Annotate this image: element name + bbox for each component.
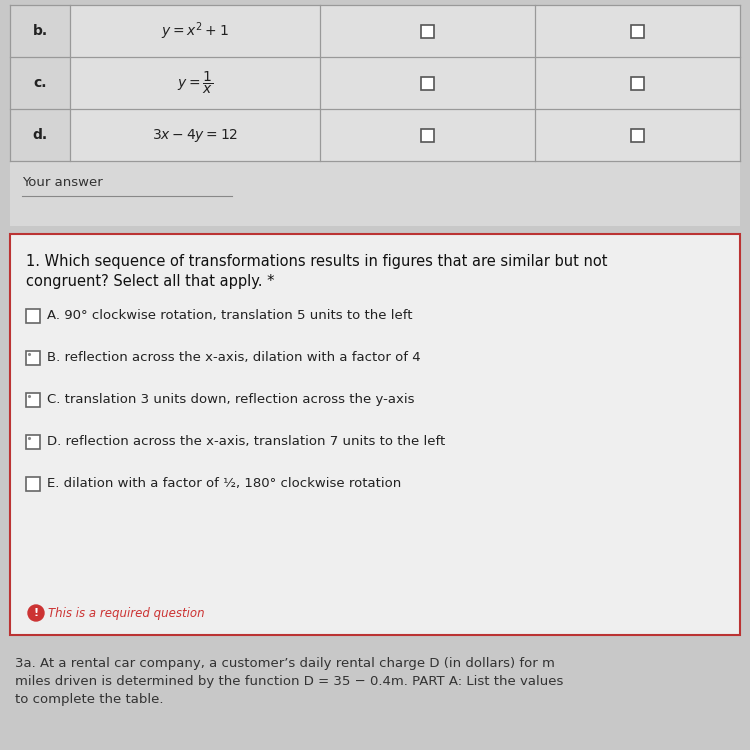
Text: D. reflection across the x-axis, translation 7 units to the left: D. reflection across the x-axis, transla… bbox=[47, 436, 445, 448]
FancyBboxPatch shape bbox=[421, 128, 434, 142]
FancyBboxPatch shape bbox=[10, 5, 70, 57]
Text: b.: b. bbox=[32, 24, 47, 38]
FancyBboxPatch shape bbox=[631, 128, 644, 142]
Text: E. dilation with a factor of ½, 180° clockwise rotation: E. dilation with a factor of ½, 180° clo… bbox=[47, 478, 401, 490]
FancyBboxPatch shape bbox=[10, 161, 740, 226]
Text: miles driven is determined by the function D = 35 − 0.4m. PART A: List the value: miles driven is determined by the functi… bbox=[15, 675, 563, 688]
FancyBboxPatch shape bbox=[10, 234, 740, 635]
FancyBboxPatch shape bbox=[10, 57, 70, 109]
FancyBboxPatch shape bbox=[26, 435, 40, 449]
Text: $y = \dfrac{1}{x}$: $y = \dfrac{1}{x}$ bbox=[177, 70, 213, 96]
FancyBboxPatch shape bbox=[631, 25, 644, 38]
Text: Your answer: Your answer bbox=[22, 176, 103, 189]
Text: c.: c. bbox=[33, 76, 46, 90]
FancyBboxPatch shape bbox=[26, 477, 40, 491]
Text: B. reflection across the x-axis, dilation with a factor of 4: B. reflection across the x-axis, dilatio… bbox=[47, 352, 421, 364]
FancyBboxPatch shape bbox=[631, 76, 644, 89]
FancyBboxPatch shape bbox=[421, 25, 434, 38]
Text: 3a. At a rental car company, a customer’s daily rental charge D (in dollars) for: 3a. At a rental car company, a customer’… bbox=[15, 657, 555, 670]
FancyBboxPatch shape bbox=[26, 351, 40, 365]
Text: to complete the table.: to complete the table. bbox=[15, 693, 164, 706]
FancyBboxPatch shape bbox=[26, 309, 40, 323]
Text: d.: d. bbox=[32, 128, 47, 142]
Text: $y = x^2 + 1$: $y = x^2 + 1$ bbox=[161, 20, 229, 42]
FancyBboxPatch shape bbox=[421, 76, 434, 89]
Circle shape bbox=[28, 605, 44, 621]
FancyBboxPatch shape bbox=[26, 393, 40, 407]
Text: $3x - 4y = 12$: $3x - 4y = 12$ bbox=[152, 127, 238, 143]
Text: A. 90° clockwise rotation, translation 5 units to the left: A. 90° clockwise rotation, translation 5… bbox=[47, 310, 413, 322]
Text: !: ! bbox=[34, 608, 38, 618]
Text: congruent? Select all that apply. *: congruent? Select all that apply. * bbox=[26, 274, 274, 289]
Text: 1. Which sequence of transformations results in figures that are similar but not: 1. Which sequence of transformations res… bbox=[26, 254, 608, 269]
FancyBboxPatch shape bbox=[10, 5, 740, 161]
FancyBboxPatch shape bbox=[10, 109, 70, 161]
Text: This is a required question: This is a required question bbox=[48, 607, 205, 619]
Text: C. translation 3 units down, reflection across the y-axis: C. translation 3 units down, reflection … bbox=[47, 394, 415, 406]
